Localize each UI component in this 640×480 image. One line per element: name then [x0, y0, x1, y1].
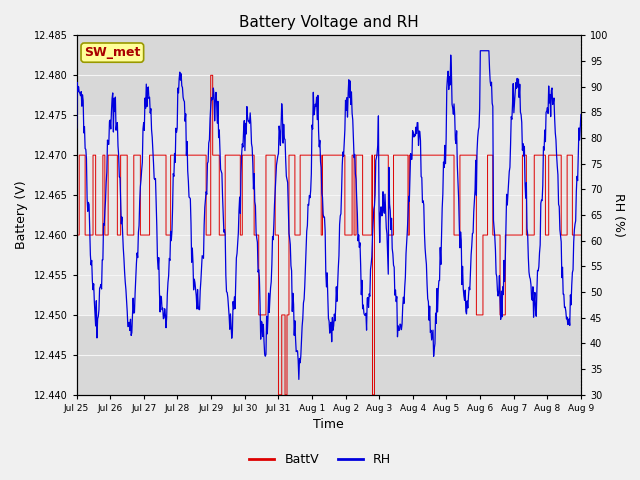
Legend: BattV, RH: BattV, RH — [244, 448, 396, 471]
Title: Battery Voltage and RH: Battery Voltage and RH — [239, 15, 419, 30]
Text: SW_met: SW_met — [84, 46, 141, 59]
Y-axis label: RH (%): RH (%) — [612, 193, 625, 237]
Y-axis label: Battery (V): Battery (V) — [15, 181, 28, 250]
X-axis label: Time: Time — [314, 419, 344, 432]
Bar — [77, 115, 581, 315]
